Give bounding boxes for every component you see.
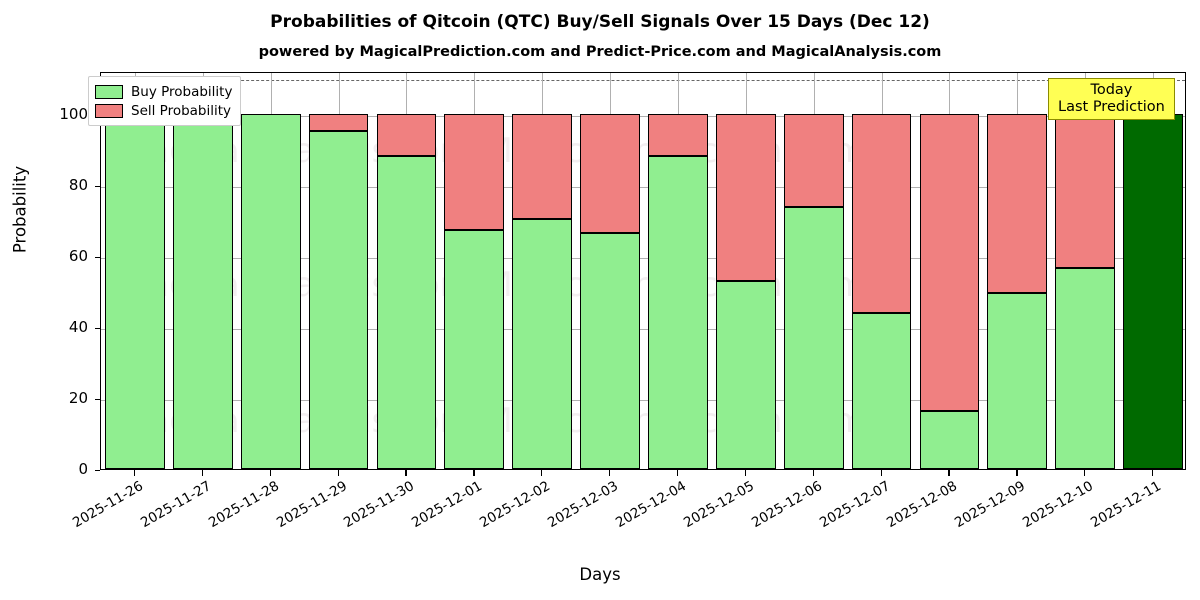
y-tick-mark <box>95 470 100 472</box>
bar-segment-buy[interactable] <box>512 218 573 469</box>
x-tick-mark <box>133 470 136 476</box>
y-tick-mark <box>95 398 100 401</box>
bar-segment-sell[interactable] <box>715 113 776 282</box>
bar-segment-today[interactable] <box>1123 113 1183 469</box>
bar-group[interactable] <box>172 73 233 469</box>
bar-segment-sell[interactable] <box>783 113 844 208</box>
legend-item-sell[interactable]: Sell Probability <box>95 101 232 120</box>
gridline-horizontal <box>101 399 1185 401</box>
bar-segment-buy[interactable] <box>919 411 980 469</box>
bar-segment-buy[interactable] <box>1055 268 1116 469</box>
y-tick-label: 0 <box>78 460 88 478</box>
bars-layer <box>101 73 1185 469</box>
bar-segment-buy[interactable] <box>105 113 165 469</box>
bar-segment-sell[interactable] <box>648 113 708 156</box>
bar-group[interactable] <box>308 73 369 469</box>
bar-segment-sell[interactable] <box>308 113 369 132</box>
bar-segment-buy[interactable] <box>580 233 640 469</box>
legend-item-buy[interactable]: Buy Probability <box>95 82 232 101</box>
x-tick-mark <box>201 470 204 476</box>
x-tick-mark <box>609 470 611 476</box>
bar-group[interactable] <box>851 73 912 469</box>
bar-group[interactable] <box>444 73 505 469</box>
today-annotation-line1: Today <box>1090 82 1133 98</box>
bar-group[interactable] <box>105 73 165 469</box>
x-tick-mark <box>744 470 747 476</box>
bar-segment-sell[interactable] <box>512 113 573 219</box>
bar-group[interactable] <box>648 73 708 469</box>
bar-segment-sell[interactable] <box>987 113 1048 294</box>
bar-group[interactable] <box>1055 73 1116 469</box>
x-tick-mark <box>269 470 271 476</box>
x-tick-mark <box>473 470 475 476</box>
gridline-horizontal <box>101 115 1185 117</box>
legend-swatch-sell <box>95 103 123 118</box>
bar-segment-sell[interactable] <box>444 113 505 230</box>
bar-segment-sell[interactable] <box>580 113 640 234</box>
bar-group[interactable] <box>580 73 640 469</box>
bar-group[interactable] <box>987 73 1048 469</box>
plot-area: MagicalAnalysis.com MagicalPrediction.co… <box>100 72 1186 470</box>
bar-segment-sell[interactable] <box>376 113 437 157</box>
bar-group[interactable] <box>1123 73 1183 469</box>
y-tick-label: 60 <box>68 246 88 265</box>
bar-segment-buy[interactable] <box>715 281 776 469</box>
y-tick-label: 100 <box>59 104 88 123</box>
y-tick-mark <box>95 256 100 259</box>
y-tick-label: 20 <box>68 388 88 407</box>
page-title: Probabilities of Qitcoin (QTC) Buy/Sell … <box>270 12 930 32</box>
bar-group[interactable] <box>783 73 844 469</box>
legend-label-sell: Sell Probability <box>131 102 232 119</box>
y-axis-label: Probability <box>10 165 30 254</box>
x-tick-mark <box>812 470 814 476</box>
gridline-horizontal <box>101 328 1185 330</box>
bar-segment-sell[interactable] <box>851 113 912 313</box>
bar-segment-buy[interactable] <box>648 155 708 469</box>
bar-group[interactable] <box>715 73 776 469</box>
bar-group[interactable] <box>919 73 980 469</box>
x-tick-mark <box>541 470 543 476</box>
x-tick-mark <box>1152 470 1154 476</box>
x-tick-mark <box>948 470 950 476</box>
bar-segment-buy[interactable] <box>783 207 844 469</box>
bar-segment-buy[interactable] <box>987 293 1048 469</box>
y-tick-mark <box>95 185 100 187</box>
bar-segment-sell[interactable] <box>1055 113 1116 269</box>
today-annotation: Today Last Prediction <box>1048 78 1175 121</box>
chart-subtitle: powered by MagicalPrediction.com and Pre… <box>258 44 942 60</box>
bar-segment-buy[interactable] <box>376 156 437 469</box>
y-tick-label: 80 <box>68 175 88 194</box>
gridline-horizontal <box>101 186 1185 188</box>
y-tick-label: 40 <box>68 317 88 336</box>
bar-segment-buy[interactable] <box>851 312 912 469</box>
x-tick-mark <box>337 470 339 476</box>
x-tick-mark <box>880 470 882 476</box>
bar-group[interactable] <box>376 73 437 469</box>
x-tick-mark <box>1016 470 1018 476</box>
x-axis-label: Days <box>579 565 621 584</box>
y-tick-mark <box>95 327 100 330</box>
bar-segment-buy[interactable] <box>444 229 505 469</box>
bar-segment-buy[interactable] <box>172 113 233 469</box>
bar-segment-buy[interactable] <box>240 113 301 469</box>
bar-segment-buy[interactable] <box>308 131 369 469</box>
legend-label-buy: Buy Probability <box>131 83 233 100</box>
today-annotation-line2: Last Prediction <box>1058 98 1165 115</box>
x-tick-mark <box>1084 470 1086 476</box>
bar-group[interactable] <box>512 73 573 469</box>
x-tick-mark <box>676 470 679 476</box>
reference-line <box>101 80 1185 82</box>
chart-legend[interactable]: Buy Probability Sell Probability <box>88 76 242 126</box>
x-tick-mark <box>405 470 407 476</box>
gridline-horizontal <box>101 257 1185 259</box>
legend-swatch-buy <box>95 84 123 99</box>
bar-segment-sell[interactable] <box>919 113 980 412</box>
bar-group[interactable] <box>240 73 301 469</box>
